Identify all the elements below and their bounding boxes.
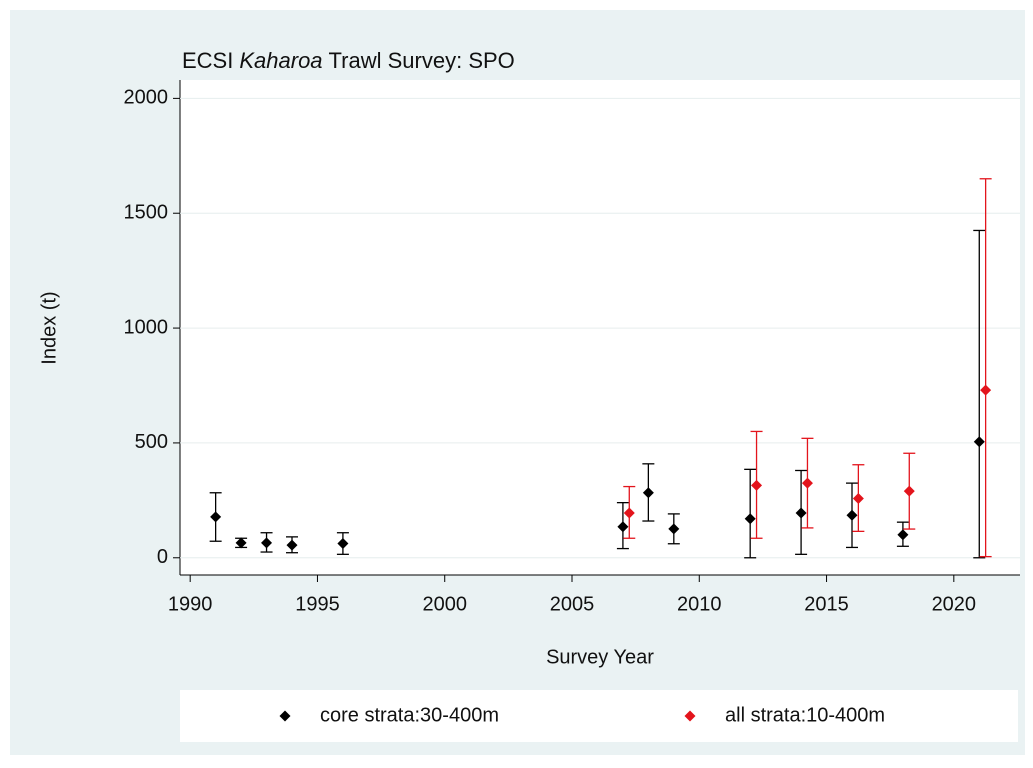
x-tick-label: 1995 — [295, 593, 340, 615]
y-tick-label: 1000 — [124, 316, 169, 338]
legend-box — [180, 690, 1018, 742]
point — [210, 511, 222, 523]
x-axis-title: Survey Year — [546, 646, 654, 668]
x-tick-label: 2005 — [550, 593, 595, 615]
point — [795, 507, 807, 519]
point — [801, 477, 813, 489]
point — [642, 487, 654, 499]
point — [337, 538, 349, 550]
legend-marker — [684, 710, 696, 722]
x-tick-label: 2020 — [932, 593, 977, 615]
x-tick-label: 2000 — [422, 593, 467, 615]
point — [235, 537, 247, 549]
y-tick-label: 2000 — [124, 87, 169, 109]
x-tick-label: 2010 — [677, 593, 722, 615]
point — [623, 507, 635, 519]
legend-marker — [279, 710, 291, 722]
title-part: Kaharoa — [239, 48, 322, 73]
point — [261, 537, 273, 549]
chart-title: ECSI Kaharoa Trawl Survey: SPO — [182, 48, 515, 73]
title-part: Trawl Survey: SPO — [329, 48, 515, 73]
point — [744, 513, 756, 525]
y-tick-label: 500 — [135, 431, 168, 453]
point — [852, 493, 864, 505]
x-tick-label: 1990 — [168, 593, 213, 615]
y-tick-label: 0 — [157, 546, 168, 568]
point — [286, 539, 298, 551]
point — [751, 479, 763, 491]
point — [617, 521, 629, 533]
point — [668, 523, 680, 535]
legend-label: all strata:10-400m — [725, 704, 885, 726]
point — [903, 485, 915, 497]
point — [980, 384, 992, 396]
title-part: ECSI — [182, 48, 233, 73]
legend-label: core strata:30-400m — [320, 704, 499, 726]
y-tick-label: 1500 — [124, 202, 169, 224]
point — [846, 509, 858, 521]
plot-area — [180, 80, 1020, 575]
x-tick-label: 2015 — [804, 593, 849, 615]
point — [897, 529, 909, 541]
y-axis-title: Index (t) — [38, 291, 60, 364]
point — [973, 436, 985, 448]
